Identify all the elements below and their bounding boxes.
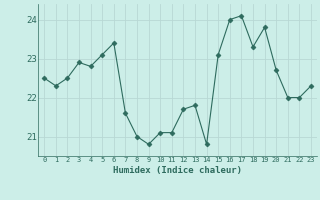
X-axis label: Humidex (Indice chaleur): Humidex (Indice chaleur)	[113, 166, 242, 175]
